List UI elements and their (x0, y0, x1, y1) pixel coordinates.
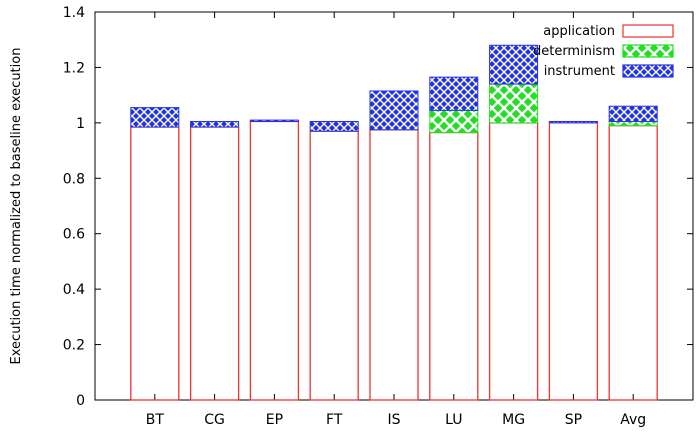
bar-determinism-avg (608, 120, 658, 127)
bar-determinism-lu (429, 109, 479, 134)
bar-application-avg (608, 124, 658, 401)
bar-layer (130, 44, 658, 401)
x-category-label: FT (326, 412, 343, 428)
bar-application-mg (488, 122, 539, 401)
y-tick-label: 0.2 (63, 338, 85, 354)
bar-application-sp (548, 122, 599, 401)
bar-instrument-bt (130, 107, 180, 128)
legend-swatch-instrument (622, 64, 674, 78)
bar-application-is (369, 129, 419, 401)
y-tick-label: 0.6 (63, 227, 85, 243)
x-category-label: Avg (620, 412, 646, 428)
bar-application-cg (189, 126, 240, 401)
x-category-label: SP (565, 412, 582, 428)
bar-application-lu (429, 131, 479, 401)
x-category-label: CG (204, 412, 225, 428)
x-category-label: IS (387, 412, 400, 428)
y-tick-label: 0 (76, 393, 85, 409)
bar-instrument-cg (190, 120, 240, 128)
y-tick-label: 1 (76, 116, 85, 132)
legend-label-determinism: determinism (533, 44, 615, 59)
bar-instrument-sp (548, 120, 598, 124)
x-category-label: BT (146, 412, 165, 428)
bar-instrument-ft (309, 120, 359, 132)
x-category-label: MG (502, 412, 525, 428)
legend-swatch-application (622, 24, 674, 38)
bar-instrument-ep (249, 119, 299, 122)
x-category-label: LU (445, 412, 462, 428)
bar-application-ep (249, 120, 300, 401)
y-tick-label: 0.4 (63, 282, 85, 298)
bar-instrument-lu (429, 76, 479, 111)
y-tick-label: 1.2 (63, 60, 85, 76)
bar-application-bt (130, 126, 180, 401)
x-axis-ticks: BT CG EP FT IS LU MG SP Avg (146, 12, 646, 428)
bar-instrument-avg (608, 105, 658, 122)
legend: application determinism instrument (533, 24, 674, 79)
legend-label-application: application (543, 24, 615, 39)
y-tick-label: 0.8 (63, 171, 85, 187)
y-tick-label: 1.4 (63, 5, 85, 21)
bar-instrument-mg (489, 44, 539, 85)
legend-swatch-determinism (622, 44, 674, 58)
bar-application-ft (309, 130, 359, 401)
y-axis-title: Execution time normalized to baseline ex… (9, 48, 24, 365)
bar-determinism-mg (489, 83, 539, 124)
y-axis-ticks: 0 0.2 0.4 0.6 0.8 1 1.2 1.4 (63, 5, 693, 409)
bar-instrument-is (369, 90, 419, 131)
legend-label-instrument: instrument (544, 64, 615, 79)
x-category-label: EP (266, 412, 283, 428)
